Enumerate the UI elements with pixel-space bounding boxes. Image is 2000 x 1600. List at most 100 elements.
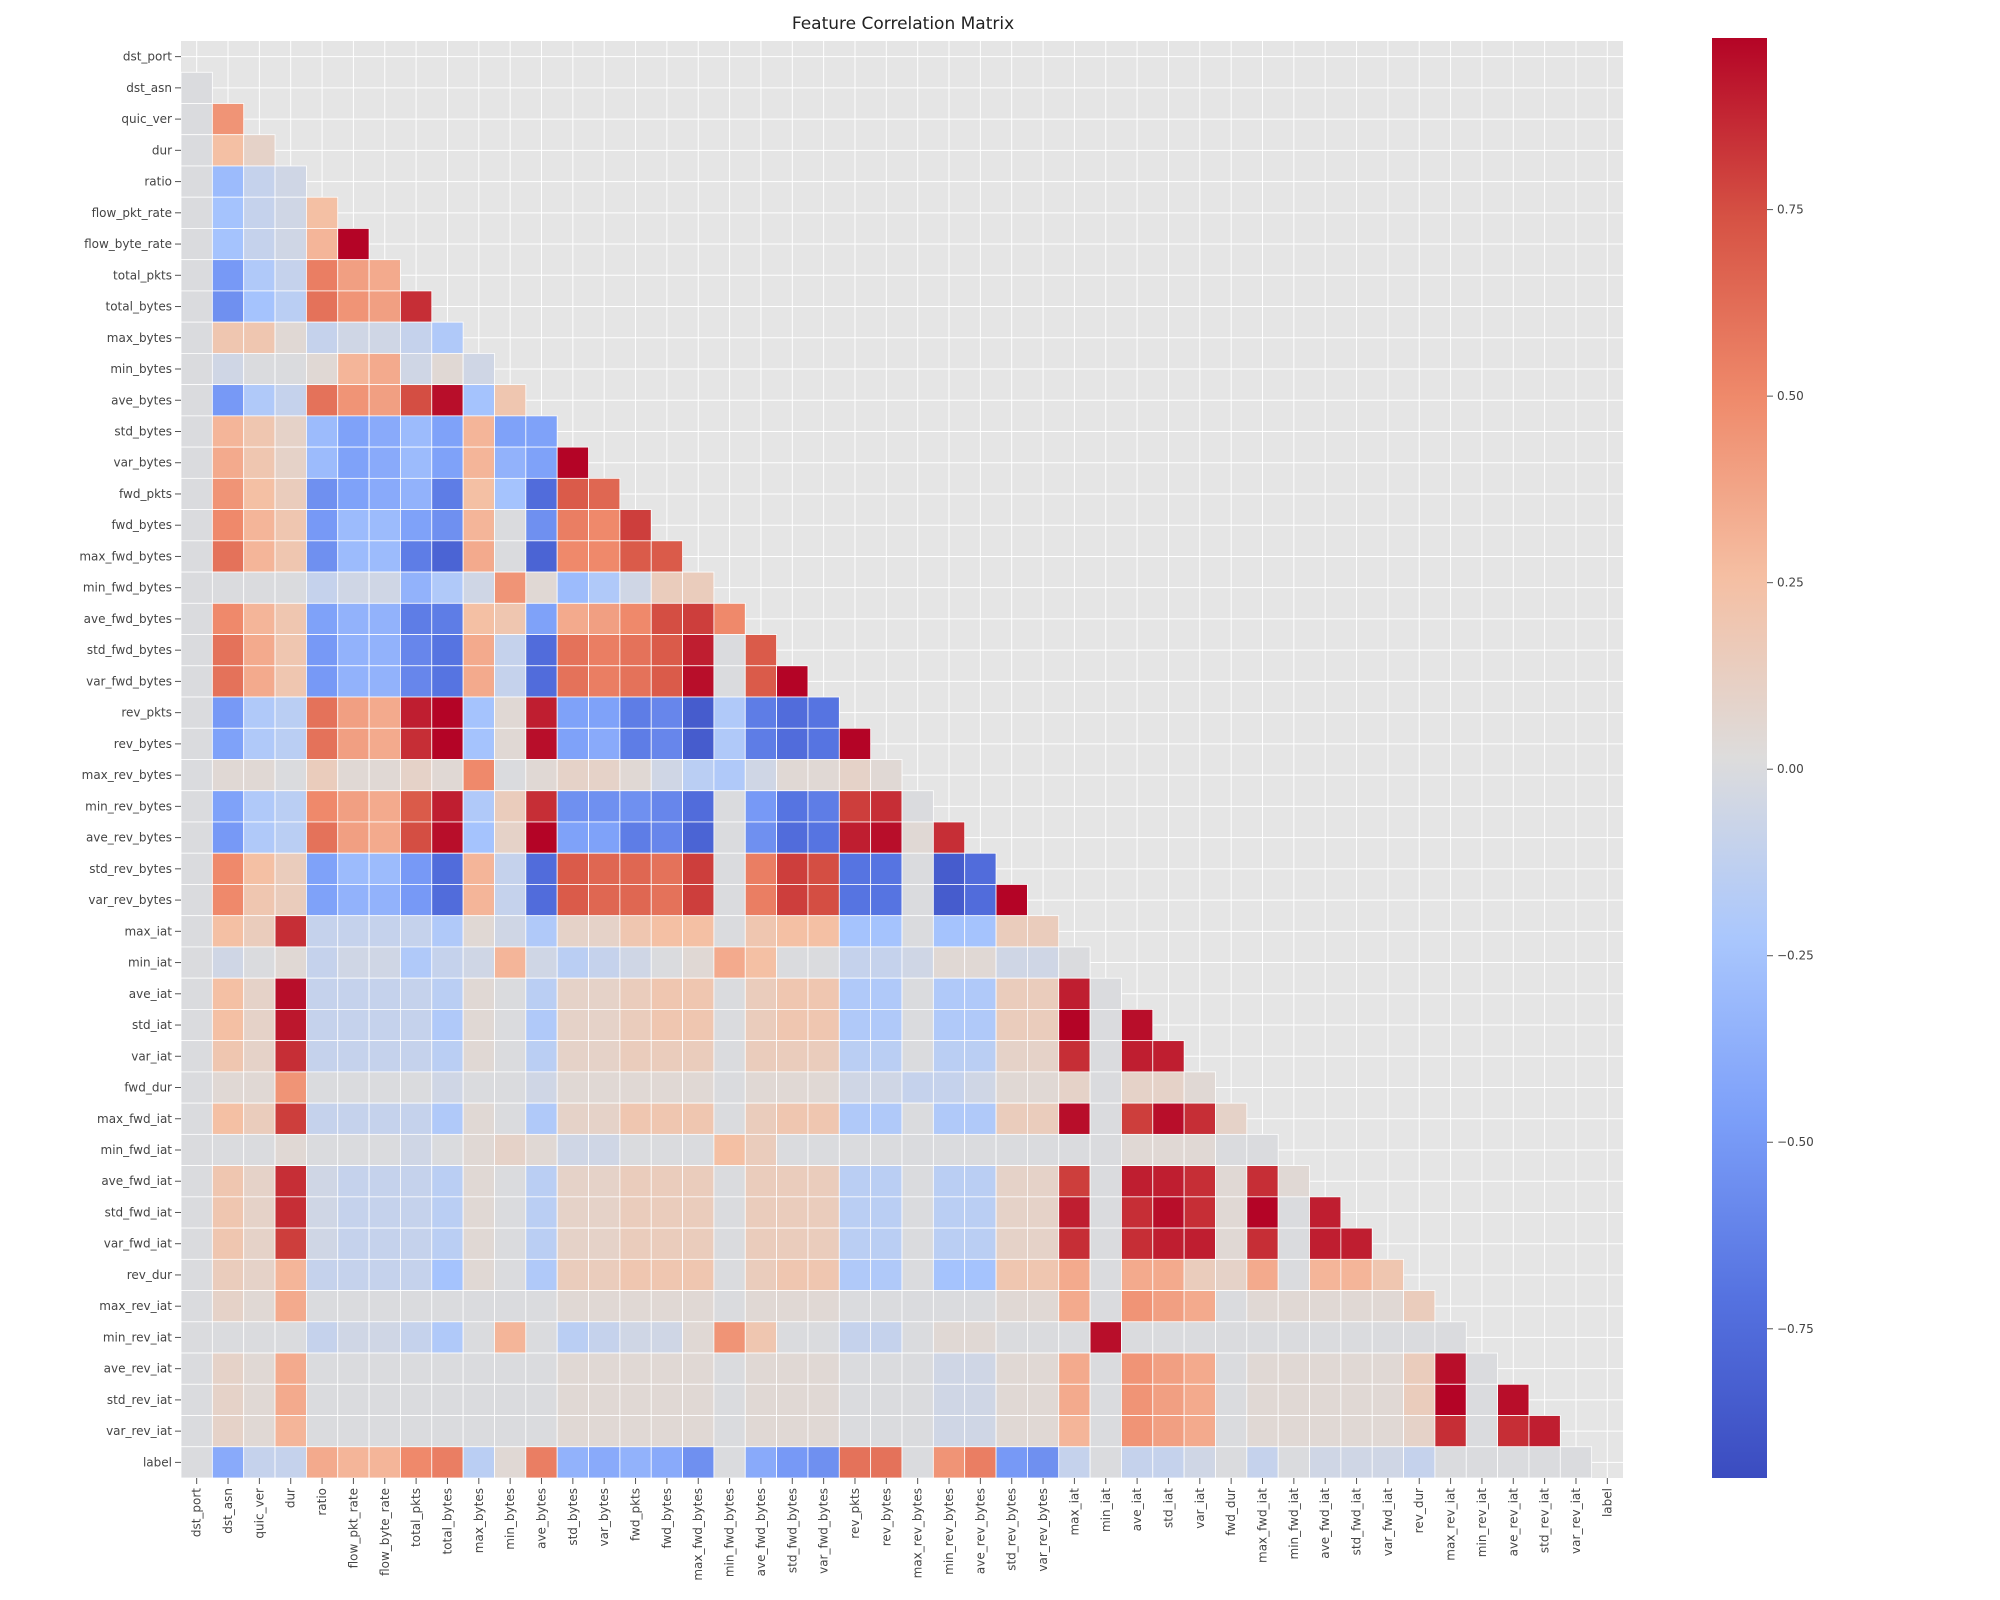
heatmap-cell [556,1196,589,1229]
y-tick-label: min_bytes [110,362,172,376]
heatmap-cell [337,1133,370,1167]
heatmap-cell [337,727,370,760]
heatmap-cell [180,1415,213,1448]
heatmap-cell [1277,1290,1310,1323]
y-tick-label: ave_fwd_bytes [84,612,172,626]
heatmap-cell [932,1383,966,1416]
heatmap-cell [619,1165,652,1198]
heatmap-cell [337,977,370,1010]
heatmap-cell [1559,1446,1593,1479]
heatmap-cell [838,1196,872,1229]
heatmap-cell [556,1040,589,1073]
heatmap-cell [243,1352,276,1385]
heatmap-cell [744,1258,778,1291]
heatmap-cell [305,602,339,635]
heatmap-cell [776,1227,809,1260]
heatmap-cell [682,1446,715,1479]
heatmap-cell [243,196,276,229]
heatmap-cell [431,884,464,917]
heatmap-cell [243,571,276,604]
heatmap-cell [274,384,307,417]
heatmap-cell [211,946,245,979]
heatmap-cell [619,571,652,604]
heatmap-cell [1026,1290,1060,1323]
colorbar-tick-label: −0.75 [1777,1322,1814,1336]
heatmap-cell [588,1290,621,1323]
heatmap-cell [838,821,872,854]
heatmap-cell [211,1352,245,1385]
heatmap-cell [400,1227,433,1260]
heatmap-cell [650,634,683,667]
y-tick-label: ave_bytes [111,393,172,407]
heatmap-cell [462,696,495,729]
heatmap-cell [744,759,778,792]
heatmap-cell [462,1383,495,1416]
heatmap-cell [650,727,683,760]
heatmap-cell [337,821,370,854]
heatmap-cell [556,1009,589,1042]
heatmap-cell [619,1227,652,1260]
heatmap-cell [400,446,433,479]
y-tick-label: dst_port [123,50,172,64]
heatmap-cell [337,290,370,323]
heatmap-cell [274,696,307,729]
heatmap-cell [1497,1415,1530,1448]
heatmap-cell [995,1196,1028,1229]
heatmap-cell [180,1352,213,1385]
heatmap-cell [901,1102,934,1135]
heatmap-cell [1152,1383,1185,1416]
heatmap-cell [305,1321,339,1354]
heatmap-cell [525,1290,558,1323]
heatmap-cell [619,821,652,854]
heatmap-cell [870,915,903,948]
heatmap-cell [211,134,245,167]
heatmap-cell [494,1133,527,1167]
heatmap-cell [337,415,370,448]
heatmap-cell [243,1290,276,1323]
heatmap-cell [305,1102,339,1135]
heatmap-cell [337,1446,370,1479]
heatmap-cell [400,1415,433,1448]
heatmap-cell [305,540,339,573]
heatmap-cell [1026,1446,1060,1479]
heatmap-cell [744,1321,778,1354]
heatmap-cell [995,1321,1028,1354]
x-tick-label: max_fwd_iat [1256,1488,1270,1563]
heatmap-cell [870,946,903,979]
heatmap-cell [368,1321,401,1354]
heatmap-cell [180,165,213,198]
heatmap-cell [964,884,997,917]
heatmap-cell [838,1040,872,1073]
heatmap-cell [525,415,558,448]
heatmap-cell [1152,1446,1185,1479]
heatmap-cell [776,1446,809,1479]
heatmap-cell [807,1352,840,1385]
heatmap-cell [964,1383,997,1416]
heatmap-cell [400,759,433,792]
heatmap-cell [619,665,652,698]
heatmap-cell [243,1133,276,1167]
y-tick-label: std_rev_iat [107,1393,172,1407]
heatmap-cell [619,1009,652,1042]
heatmap-cell [1058,946,1091,979]
heatmap-cell [682,1009,715,1042]
heatmap-cell [713,1133,746,1167]
heatmap-cell [682,1040,715,1073]
heatmap-cell [368,571,401,604]
heatmap-cell [713,634,746,667]
heatmap-cell [400,571,433,604]
heatmap-cell [1089,1415,1122,1448]
x-tick-label: max_rev_iat [1444,1488,1458,1561]
heatmap-cell [964,1227,997,1260]
heatmap-cell [744,1071,778,1104]
heatmap-cell [494,915,527,948]
heatmap-cell [525,1196,558,1229]
heatmap-cell [525,1040,558,1073]
heatmap-cell [713,1227,746,1260]
heatmap-cell [274,259,307,292]
heatmap-cell [932,977,966,1010]
heatmap-cell [305,1040,339,1073]
heatmap-cell [1215,1102,1248,1135]
heatmap-cell [1152,1165,1185,1198]
heatmap-cell [525,1321,558,1354]
